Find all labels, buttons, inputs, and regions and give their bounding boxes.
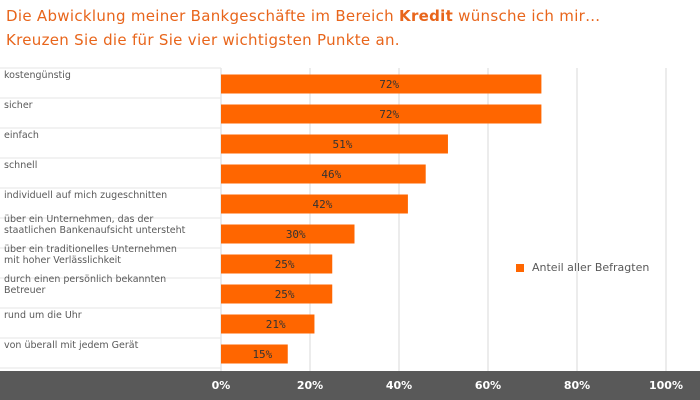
category-label-line: mit hoher Verlässlichkeit bbox=[4, 255, 121, 266]
category-label-line: über ein Unternehmen, das der bbox=[4, 214, 153, 225]
legend-swatch bbox=[516, 263, 524, 272]
category-label: rund um die Uhr bbox=[4, 310, 82, 321]
x-tick-label: 20% bbox=[297, 379, 323, 392]
data-label: 21% bbox=[266, 318, 286, 331]
title-line-1: Die Abwicklung meiner Bankgeschäfte im B… bbox=[6, 4, 696, 28]
data-label: 46% bbox=[321, 168, 341, 181]
axis-band bbox=[0, 371, 700, 400]
category-label: individuell auf mich zugeschnitten bbox=[4, 190, 167, 201]
data-label: 30% bbox=[286, 228, 306, 241]
x-tick-label: 100% bbox=[649, 379, 683, 392]
bar bbox=[221, 224, 355, 244]
category-label-line: durch einen persönlich bekannten bbox=[4, 274, 166, 285]
bar bbox=[221, 314, 315, 334]
category-label: über ein Unternehmen, das der staatlichen… bbox=[4, 214, 186, 236]
chart-title: Die Abwicklung meiner Bankgeschäfte im B… bbox=[6, 4, 696, 52]
category-label: von überall mit jedem Gerät bbox=[4, 340, 139, 351]
category-label-line: einfach bbox=[4, 130, 39, 141]
category-label-line: kostengünstig bbox=[4, 70, 71, 81]
category-label: sicher bbox=[4, 100, 33, 111]
category-label-line: über ein traditionelles Unternehmen bbox=[4, 244, 177, 255]
legend-label: Anteil aller Befragten bbox=[532, 261, 650, 274]
data-label: 51% bbox=[333, 138, 353, 151]
bar bbox=[221, 194, 408, 214]
bar bbox=[221, 74, 542, 94]
title-line-2: Kreuzen Sie die für Sie vier wichtigsten… bbox=[6, 31, 400, 49]
x-tick-label: 0% bbox=[212, 379, 231, 392]
title-line-1-prefix: Die Abwicklung meiner Bankgeschäfte im B… bbox=[6, 7, 400, 25]
bar bbox=[221, 344, 288, 364]
category-label-line: staatlichen Bankenaufsicht untersteht bbox=[4, 225, 186, 236]
category-label-line: rund um die Uhr bbox=[4, 310, 82, 321]
category-label-line: individuell auf mich zugeschnitten bbox=[4, 190, 167, 201]
data-label: 72% bbox=[379, 108, 399, 121]
category-label: über ein traditionelles Unternehmen mit h… bbox=[4, 244, 177, 266]
bar bbox=[221, 254, 333, 274]
legend: Anteil aller Befragten bbox=[516, 261, 649, 274]
bar bbox=[221, 134, 448, 154]
category-label-line: sicher bbox=[4, 100, 33, 111]
bar bbox=[221, 284, 333, 304]
category-label: schnell bbox=[4, 160, 37, 171]
data-label: 72% bbox=[379, 78, 399, 91]
category-label-line: von überall mit jedem Gerät bbox=[4, 340, 139, 351]
category-label-line: Betreuer bbox=[4, 285, 45, 296]
title-keyword: Kredit bbox=[399, 7, 454, 25]
x-tick-label: 80% bbox=[564, 379, 590, 392]
category-label: einfach bbox=[4, 130, 39, 141]
title-line-1-suffix: wünsche ich mir… bbox=[453, 7, 601, 25]
category-label-line: schnell bbox=[4, 160, 37, 171]
category-label: kostengünstig bbox=[4, 70, 71, 81]
data-label: 42% bbox=[313, 198, 333, 211]
bar bbox=[221, 104, 542, 124]
data-label: 25% bbox=[275, 288, 295, 301]
bar bbox=[221, 164, 426, 184]
x-tick-label: 40% bbox=[386, 379, 412, 392]
x-tick-label: 60% bbox=[475, 379, 501, 392]
data-label: 15% bbox=[252, 348, 272, 361]
data-label: 25% bbox=[275, 258, 295, 271]
category-label: durch einen persönlich bekannten Betreuer bbox=[4, 274, 166, 296]
